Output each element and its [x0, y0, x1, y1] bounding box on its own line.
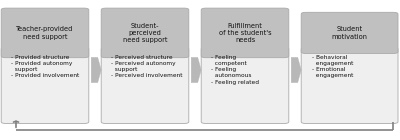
Polygon shape — [91, 57, 101, 83]
Text: - Feeling
  competent
- Feeling
  autonomous
- Feeling related: - Feeling competent - Feeling autonomous… — [212, 55, 260, 85]
FancyBboxPatch shape — [201, 8, 289, 58]
Text: - Perceived structure
- Perceived autonomy
  support
- Perceived involvement: - Perceived structure - Perceived autono… — [112, 55, 183, 78]
Text: Student-
perceived
need support: Student- perceived need support — [123, 23, 167, 43]
Polygon shape — [291, 57, 301, 83]
FancyBboxPatch shape — [1, 8, 89, 58]
Text: Fulfillment
of the student's
needs: Fulfillment of the student's needs — [219, 23, 271, 43]
FancyBboxPatch shape — [101, 8, 189, 58]
FancyBboxPatch shape — [1, 47, 89, 123]
Polygon shape — [191, 57, 201, 83]
Text: Student
motivation: Student motivation — [332, 26, 368, 39]
FancyBboxPatch shape — [101, 47, 189, 123]
FancyBboxPatch shape — [201, 47, 289, 123]
Text: - Behavioral
  engagement
- Emotional
  engagement: - Behavioral engagement - Emotional enga… — [312, 55, 354, 78]
FancyBboxPatch shape — [301, 12, 398, 53]
Text: Teacher-provided
need support: Teacher-provided need support — [16, 26, 74, 39]
FancyBboxPatch shape — [301, 47, 398, 123]
Text: - Provided structure
- Provided autonomy
  support
- Provided involvement: - Provided structure - Provided autonomy… — [12, 55, 80, 78]
